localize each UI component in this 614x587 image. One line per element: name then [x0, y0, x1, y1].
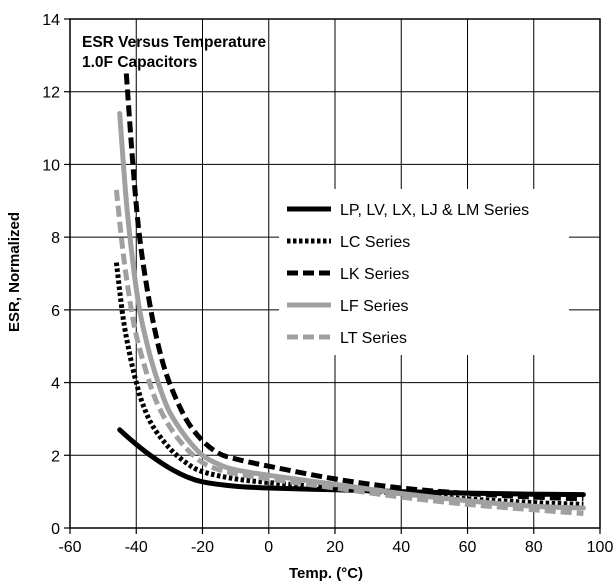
series-group: [113, 73, 586, 516]
tick-labels: -60 -40 -20 0 20 40 60 80 100 0 2 4 6 8 10 12 14: [42, 12, 613, 556]
series-line-3: [123, 73, 584, 502]
series-line-5: [113, 189, 584, 516]
legend-label-5: LT Series: [340, 330, 407, 347]
legend-label-4: LF Series: [340, 298, 408, 315]
x-tick-label: -20: [191, 539, 214, 556]
series-line-4: [117, 111, 586, 511]
x-tick-label: 20: [326, 539, 344, 556]
x-axis-title: Temp. (°C): [289, 565, 363, 582]
chart-title: ESR Versus Temperature: [82, 34, 266, 51]
legend-label-3: LK Series: [340, 266, 409, 283]
legend-label-2: LC Series: [340, 234, 410, 251]
chart-subtitle: 1.0F Capacitors: [82, 54, 197, 71]
legend: LP, LV, LX, LJ & LM Series LC Series LK Se…: [279, 189, 569, 355]
legend-label-1: LP, LV, LX, LJ & LM Series: [340, 202, 529, 219]
y-tick-label: 2: [51, 448, 60, 465]
y-tick-label: 6: [51, 303, 60, 320]
x-tick-label: 40: [392, 539, 410, 556]
y-axis-title: ESR, Normalized: [6, 212, 23, 332]
x-tick-label: 80: [525, 539, 543, 556]
x-tick-label: -60: [58, 539, 81, 556]
x-tick-label: 60: [459, 539, 477, 556]
x-tick-label: 100: [587, 539, 614, 556]
y-tick-label: 8: [51, 230, 60, 247]
y-tick-label: 0: [51, 521, 60, 538]
y-tick-label: 12: [42, 85, 60, 102]
x-tick-label: -40: [125, 539, 148, 556]
series-line-1: [117, 427, 586, 498]
y-tick-label: 4: [51, 376, 60, 393]
x-tick-label: 0: [264, 539, 273, 556]
y-tick-label: 10: [42, 157, 60, 174]
y-tick-label: 14: [42, 12, 60, 29]
